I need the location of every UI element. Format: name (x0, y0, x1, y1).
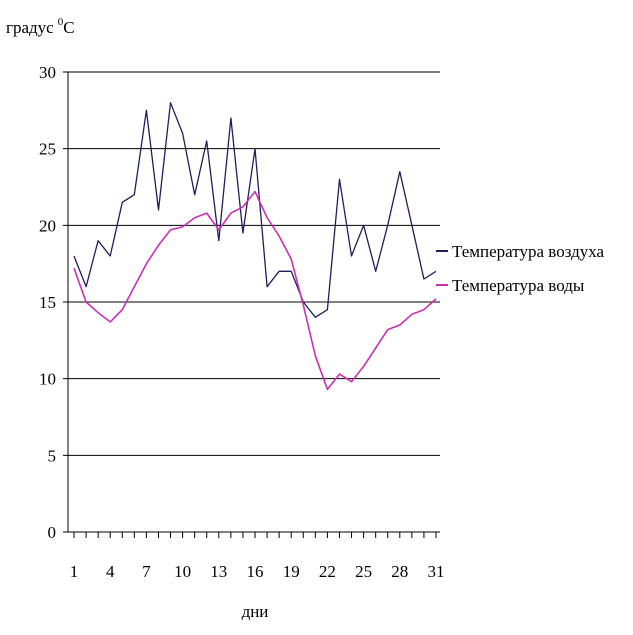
legend: Температура воздуха Температура воды (436, 242, 605, 295)
x-tick-label-31: 31 (428, 562, 445, 581)
y-axis-title-text: градус (6, 18, 54, 37)
x-tick-label-13: 13 (210, 562, 227, 581)
x-tick-label-22: 22 (319, 562, 336, 581)
y-tick-label-5: 5 (48, 446, 57, 465)
legend-label-water: Температура воды (452, 276, 585, 295)
x-tick-label-10: 10 (174, 562, 191, 581)
x-tick-labels: 1 4 7 10 13 16 19 22 25 28 31 (70, 562, 445, 581)
x-tick-label-4: 4 (106, 562, 115, 581)
y-tick-label-25: 25 (39, 140, 56, 159)
axes (67, 72, 440, 538)
y-tick-labels: 0 5 10 15 20 25 30 (39, 63, 56, 542)
x-tick-label-19: 19 (283, 562, 300, 581)
x-tick-label-16: 16 (247, 562, 264, 581)
series-line-water (73, 190, 437, 391)
y-axis-title-unit: C (63, 18, 74, 37)
x-tick-label-25: 25 (355, 562, 372, 581)
series-lines (73, 102, 437, 391)
y-tick-label-20: 20 (39, 216, 56, 235)
y-tick-label-30: 30 (39, 63, 56, 82)
y-axis-title-superscript: 0 (58, 16, 64, 28)
x-tick-label-7: 7 (142, 562, 151, 581)
y-tick-label-15: 15 (39, 293, 56, 312)
x-tick-label-1: 1 (70, 562, 79, 581)
series-line-air (73, 102, 437, 318)
gridlines (63, 71, 440, 533)
y-tick-label-0: 0 (48, 523, 57, 542)
legend-label-air: Температура воздуха (452, 242, 605, 261)
x-axis-title: дни (242, 602, 269, 621)
y-tick-label-10: 10 (39, 370, 56, 389)
y-axis-title: градус 0C (6, 16, 75, 37)
x-tick-label-28: 28 (391, 562, 408, 581)
